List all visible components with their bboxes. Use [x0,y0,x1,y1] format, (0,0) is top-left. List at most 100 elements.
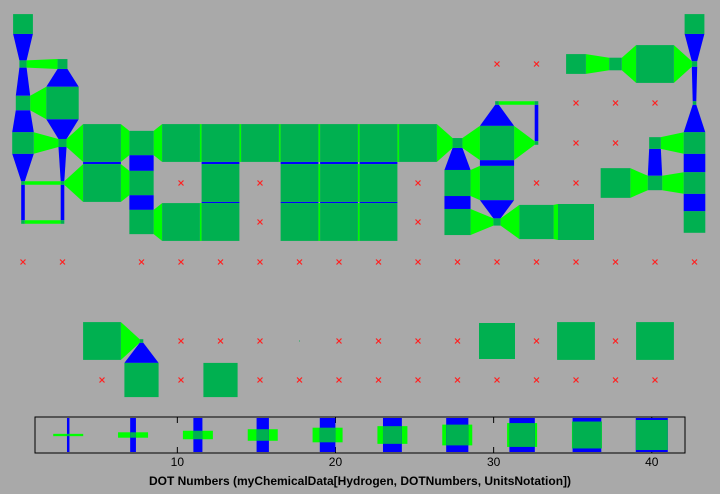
element-glyph [320,124,358,162]
missing-marker [217,338,224,344]
horizontal-connector [120,322,140,360]
horizontal-connector [436,124,453,162]
horizontal-connector [585,54,610,74]
vertical-connector [12,153,34,182]
vertical-connector [684,33,705,62]
element-glyph [280,124,319,162]
vertical-connector [15,67,31,96]
vertical-connector [58,147,67,182]
horizontal-connector [26,59,58,69]
element-glyph [12,132,34,154]
vertical-connector [647,148,663,176]
horizontal-connector [153,124,163,162]
element-glyph [683,211,706,233]
element-glyph [139,339,144,343]
missing-marker [533,180,540,186]
x-tick-label: 20 [329,455,343,469]
element-glyph [280,164,319,202]
element-glyph [558,204,594,240]
element-glyph [444,169,471,197]
missing-marker [375,338,382,344]
missing-marker [257,259,263,265]
element-glyph [19,60,27,68]
element-glyph [359,164,398,202]
element-glyph [534,101,539,105]
vertical-connector [12,110,34,133]
missing-marker [336,259,342,265]
missing-marker [652,100,658,106]
vertical-connector [46,68,79,87]
element-glyph [241,124,279,162]
legend-square [193,430,203,440]
horizontal-connector [64,164,84,202]
vertical-connector [320,161,358,165]
missing-marker [652,377,658,383]
horizontal-connector [199,203,202,241]
vertical-connector [534,104,539,142]
element-glyph [21,220,25,224]
element-glyph [683,132,706,154]
element-glyph [479,323,515,359]
horizontal-connector [357,203,360,241]
missing-marker [652,259,658,265]
horizontal-connector [120,164,130,202]
horizontal-connector [397,124,400,162]
horizontal-connector [318,124,321,162]
horizontal-connector [514,125,535,161]
horizontal-connector [66,124,84,162]
vertical-connector [683,104,706,133]
missing-marker [178,338,184,344]
legend-square [130,432,136,438]
missing-marker [573,140,579,146]
element-glyph [647,175,663,191]
element-glyph [479,125,515,161]
horizontal-connector [318,164,321,202]
element-glyph [46,86,79,120]
vertical-connector [46,119,79,139]
element-glyph [201,164,240,202]
missing-marker [257,219,263,225]
missing-marker [375,259,382,265]
horizontal-connector [199,124,202,162]
element-glyph [21,181,25,185]
element-glyph [320,164,358,202]
missing-marker [296,377,303,383]
element-glyph [58,138,67,148]
element-glyph [452,138,463,148]
legend-square [319,427,336,443]
element-glyph [534,141,539,145]
missing-marker [178,180,184,186]
element-glyph [684,14,705,34]
vertical-connector [60,184,65,221]
element-glyph [519,204,554,240]
element-glyph [201,124,240,162]
missing-marker [612,377,619,383]
missing-marker [257,180,263,186]
vertical-connector [444,147,471,170]
missing-marker [296,259,303,265]
vertical-connector [201,161,240,165]
horizontal-connector [470,165,480,201]
element-glyph [57,59,68,69]
horizontal-connector [470,208,494,236]
missing-marker [415,377,421,383]
element-glyph [83,322,121,360]
horizontal-connector [462,125,480,161]
element-glyph [649,137,661,149]
vertical-connector [13,33,33,61]
element-glyph [280,203,319,241]
element-glyph [60,181,65,185]
horizontal-connector [24,181,61,185]
vertical-connector [124,342,159,363]
vertical-connector [479,160,515,166]
element-glyph [129,130,154,156]
horizontal-connector [357,124,360,162]
vertical-connector [359,201,398,204]
element-glyph [60,220,65,224]
missing-marker [375,377,382,383]
missing-marker [573,100,579,106]
legend-frame [34,416,686,454]
missing-marker [217,259,224,265]
legend-square [509,423,535,447]
